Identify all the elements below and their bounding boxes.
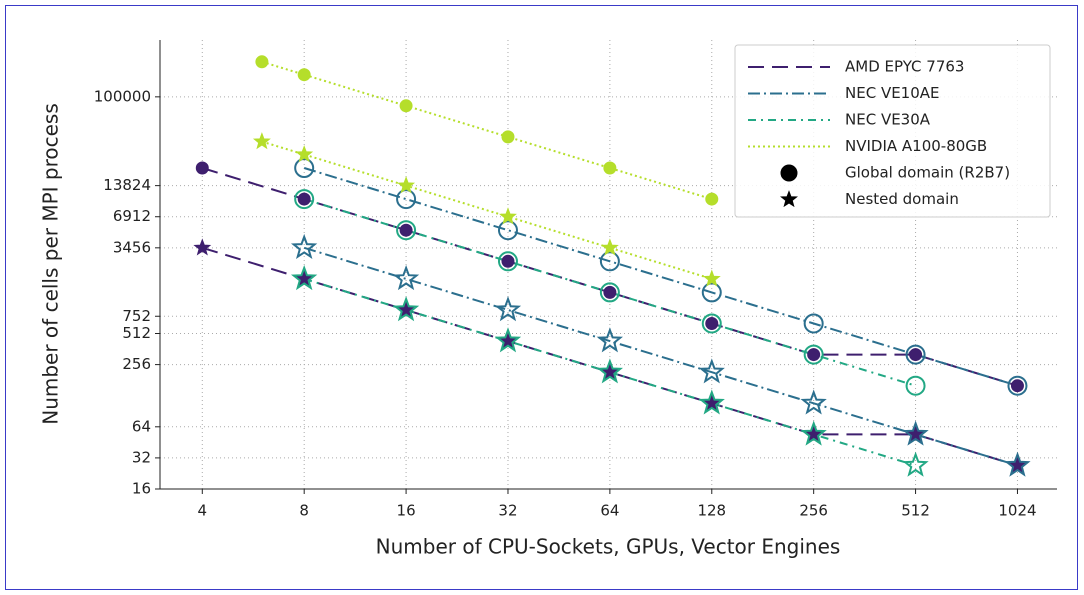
x-axis-label: Number of CPU-Sockets, GPUs, Vector Engi… (376, 535, 841, 559)
point (392, 296, 420, 322)
point (698, 358, 725, 384)
point (396, 220, 417, 241)
legend-label: Nested domain (845, 190, 959, 208)
point (705, 316, 719, 330)
point (800, 389, 827, 415)
y-tick-label: 16 (132, 480, 151, 498)
point (600, 238, 619, 256)
point (294, 189, 315, 210)
legend-label: Global domain (R2B7) (845, 164, 1010, 182)
point (603, 285, 617, 299)
point (701, 313, 722, 334)
point (297, 68, 311, 82)
point (297, 192, 311, 206)
point (599, 251, 620, 272)
point (702, 393, 721, 411)
point (290, 265, 318, 291)
point (599, 282, 620, 303)
y-tick-label: 752 (122, 307, 151, 325)
point (803, 344, 824, 365)
point (195, 161, 209, 175)
point (397, 176, 416, 194)
x-tick-label: 128 (697, 502, 726, 520)
point (497, 220, 518, 241)
point (494, 296, 522, 322)
legend-marker (780, 164, 798, 182)
y-tick-label: 6912 (113, 207, 151, 225)
point (290, 233, 318, 260)
line (303, 167, 1018, 387)
point (399, 99, 413, 113)
point (397, 300, 416, 318)
y-tick-label: 512 (122, 324, 151, 342)
point (600, 362, 619, 380)
point (1004, 451, 1031, 477)
y-axis-label: Number of cells per MPI process (39, 103, 63, 425)
point (252, 132, 271, 150)
point (705, 192, 719, 206)
y-tick-label: 32 (132, 448, 151, 466)
line (202, 246, 1018, 467)
point (902, 420, 929, 446)
point (1007, 375, 1028, 396)
point (804, 424, 823, 443)
point (905, 344, 926, 365)
point (499, 331, 517, 349)
x-tick-label: 8 (299, 502, 309, 520)
x-tick-label: 1024 (998, 502, 1036, 520)
point (596, 358, 623, 384)
y-tick-label: 64 (132, 417, 151, 435)
point (399, 223, 413, 237)
x-tick-label: 256 (799, 502, 828, 520)
point (396, 189, 417, 210)
line (303, 246, 1018, 467)
point (295, 145, 314, 163)
point (603, 161, 617, 175)
point (501, 254, 515, 268)
legend-label: NEC VE10AE (845, 84, 940, 102)
line (202, 167, 1018, 387)
point (698, 389, 725, 415)
point (295, 269, 314, 287)
point (906, 424, 925, 443)
point (800, 420, 827, 446)
point (255, 55, 269, 69)
y-tick-label: 256 (122, 355, 151, 373)
point (392, 265, 420, 291)
point (701, 282, 722, 303)
point (803, 313, 824, 334)
point (596, 327, 623, 353)
line (261, 140, 713, 280)
legend-label: AMD EPYC 7763 (845, 58, 964, 76)
frame (5, 5, 1078, 590)
point (1008, 456, 1027, 474)
point (499, 207, 517, 225)
point (501, 130, 515, 144)
point (193, 238, 212, 256)
point (497, 251, 518, 272)
legend-label: NEC VE30A (845, 111, 931, 129)
point (905, 375, 926, 396)
legend-box (734, 44, 1051, 218)
point (294, 157, 315, 178)
line (261, 60, 713, 201)
y-tick-label: 13824 (103, 176, 151, 194)
x-tick-label: 64 (600, 502, 619, 520)
legend-label: NVIDIA A100-80GB (845, 137, 987, 155)
point (702, 269, 721, 287)
point (902, 451, 929, 477)
point (1010, 379, 1024, 393)
point (909, 348, 923, 362)
legend-marker (780, 190, 798, 208)
y-tick-label: 100000 (94, 87, 151, 105)
x-tick-label: 32 (498, 502, 517, 520)
x-tick-label: 16 (397, 502, 416, 520)
point (807, 348, 821, 362)
point (494, 327, 522, 353)
x-tick-label: 4 (198, 502, 208, 520)
y-tick-label: 3456 (113, 238, 151, 256)
x-tick-label: 512 (901, 502, 930, 520)
